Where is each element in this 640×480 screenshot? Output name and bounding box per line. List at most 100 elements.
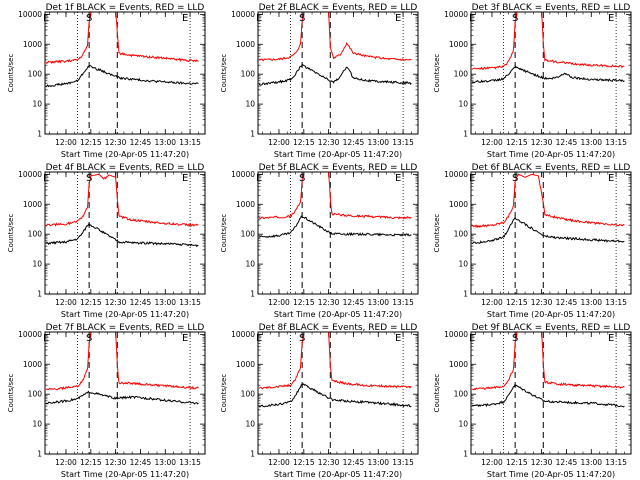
series-line bbox=[258, 332, 412, 390]
series-group bbox=[45, 173, 199, 248]
x-tick-label: 12:15 bbox=[506, 458, 528, 467]
time-marker-label: E bbox=[608, 13, 614, 24]
x-tick-label: 13:15 bbox=[605, 138, 627, 147]
y-tick-label: 100 bbox=[454, 230, 469, 239]
x-tick-label: 12:45 bbox=[130, 138, 152, 147]
chart-title: Det 7f BLACK = Events, RED = LLD bbox=[46, 323, 205, 333]
y-tick-label: 10 bbox=[458, 420, 468, 429]
y-tick-label: 1 bbox=[463, 130, 468, 139]
y-tick-label: 1000 bbox=[449, 200, 468, 209]
x-tick-label: 13:00 bbox=[367, 298, 389, 307]
y-tick-label: 1 bbox=[37, 130, 42, 139]
x-tick-label: 12:30 bbox=[105, 298, 127, 307]
series-line bbox=[258, 12, 412, 62]
y-tick-label: 100 bbox=[241, 230, 256, 239]
y-axis-label: Counts/sec bbox=[433, 54, 441, 93]
x-tick-label: 12:00 bbox=[55, 138, 77, 147]
chart-panel: Det 7f BLACK = Events, RED = LLD Counts/s… bbox=[7, 323, 206, 479]
y-tick-label: 10000 bbox=[444, 330, 468, 339]
series-line bbox=[258, 63, 412, 86]
x-tick-label: 13:00 bbox=[580, 298, 602, 307]
series-line bbox=[471, 332, 625, 391]
y-tick-label: 10000 bbox=[18, 10, 42, 19]
y-tick-label: 1000 bbox=[23, 40, 42, 49]
y-tick-label: 1 bbox=[463, 450, 468, 459]
y-tick-label: 100 bbox=[454, 70, 469, 79]
series-line bbox=[471, 216, 625, 245]
x-tick-label: 12:00 bbox=[55, 458, 77, 467]
y-tick-label: 1000 bbox=[23, 360, 42, 369]
chart-title: Det 8f BLACK = Events, RED = LLD bbox=[259, 323, 418, 333]
x-tick-label: 13:00 bbox=[154, 298, 176, 307]
plot-frame bbox=[44, 11, 206, 135]
x-tick-label: 12:15 bbox=[293, 138, 315, 147]
x-tick-label: 13:00 bbox=[154, 138, 176, 147]
x-tick-label: 12:45 bbox=[556, 298, 578, 307]
chart-title: Det 5f BLACK = Events, RED = LLD bbox=[259, 163, 418, 173]
x-tick-label: 13:00 bbox=[154, 458, 176, 467]
x-tick-label: 12:30 bbox=[105, 138, 127, 147]
y-tick-label: 10 bbox=[458, 260, 468, 269]
chart-title: Det 2f BLACK = Events, RED = LLD bbox=[259, 3, 418, 13]
y-tick-label: 10 bbox=[32, 100, 42, 109]
x-axis-label: Start Time (20-Apr-05 11:47:20) bbox=[61, 310, 189, 319]
series-group bbox=[471, 173, 625, 245]
time-marker-label: E bbox=[395, 333, 401, 344]
series-line bbox=[471, 12, 625, 71]
y-tick-label: 10000 bbox=[18, 330, 42, 339]
x-axis-label: Start Time (20-Apr-05 11:47:20) bbox=[274, 310, 402, 319]
x-tick-label: 12:15 bbox=[80, 138, 102, 147]
series-group bbox=[471, 332, 625, 408]
x-tick-label: 12:15 bbox=[80, 298, 102, 307]
plot-frame bbox=[470, 331, 632, 455]
x-tick-label: 12:45 bbox=[130, 298, 152, 307]
y-tick-label: 1 bbox=[250, 290, 255, 299]
time-marker-label: S bbox=[512, 13, 518, 24]
x-axis-label: Start Time (20-Apr-05 11:47:20) bbox=[487, 150, 615, 159]
y-tick-label: 10000 bbox=[444, 10, 468, 19]
x-tick-label: 13:15 bbox=[179, 298, 201, 307]
x-axis-label: Start Time (20-Apr-05 11:47:20) bbox=[61, 150, 189, 159]
time-marker-label: S bbox=[512, 333, 518, 344]
series-group bbox=[45, 12, 199, 88]
time-marker-label: E bbox=[43, 173, 49, 184]
chart-title: Det 3f BLACK = Events, RED = LLD bbox=[472, 3, 631, 13]
x-tick-label: 12:30 bbox=[318, 458, 340, 467]
y-tick-label: 10000 bbox=[18, 170, 42, 179]
time-marker-label: E bbox=[43, 13, 49, 24]
y-tick-label: 10 bbox=[458, 100, 468, 109]
chart-title: Det 4f BLACK = Events, RED = LLD bbox=[46, 163, 205, 173]
y-tick-label: 100 bbox=[241, 390, 256, 399]
time-marker-label: E bbox=[43, 333, 49, 344]
time-marker-label: E bbox=[256, 333, 262, 344]
x-tick-label: 12:00 bbox=[55, 298, 77, 307]
x-tick-label: 13:00 bbox=[580, 138, 602, 147]
y-axis-label: Counts/sec bbox=[220, 374, 228, 413]
x-tick-label: 12:45 bbox=[343, 138, 365, 147]
y-tick-label: 10 bbox=[245, 100, 255, 109]
y-tick-label: 1000 bbox=[236, 40, 255, 49]
plot-frame bbox=[44, 171, 206, 295]
x-tick-label: 13:15 bbox=[179, 138, 201, 147]
y-tick-label: 100 bbox=[28, 390, 43, 399]
x-tick-label: 12:30 bbox=[318, 138, 340, 147]
series-group bbox=[258, 172, 412, 238]
time-marker-label: E bbox=[256, 173, 262, 184]
chart-title: Det 9f BLACK = Events, RED = LLD bbox=[472, 323, 631, 333]
series-group bbox=[258, 332, 412, 408]
y-axis-label: Counts/sec bbox=[7, 214, 15, 253]
series-line bbox=[45, 390, 199, 405]
y-tick-label: 100 bbox=[28, 230, 43, 239]
time-marker-label: E bbox=[608, 173, 614, 184]
series-group bbox=[258, 12, 412, 86]
y-tick-label: 1 bbox=[250, 130, 255, 139]
time-marker-label: E bbox=[182, 13, 188, 24]
time-marker-label: S bbox=[86, 333, 92, 344]
y-axis-label: Counts/sec bbox=[220, 54, 228, 93]
x-tick-label: 12:45 bbox=[343, 458, 365, 467]
chart-panel: Det 9f BLACK = Events, RED = LLD Counts/s… bbox=[433, 323, 632, 479]
plot-frame bbox=[257, 11, 419, 135]
x-tick-label: 12:45 bbox=[556, 138, 578, 147]
x-tick-label: 12:00 bbox=[268, 298, 290, 307]
plot-frame bbox=[470, 11, 632, 135]
